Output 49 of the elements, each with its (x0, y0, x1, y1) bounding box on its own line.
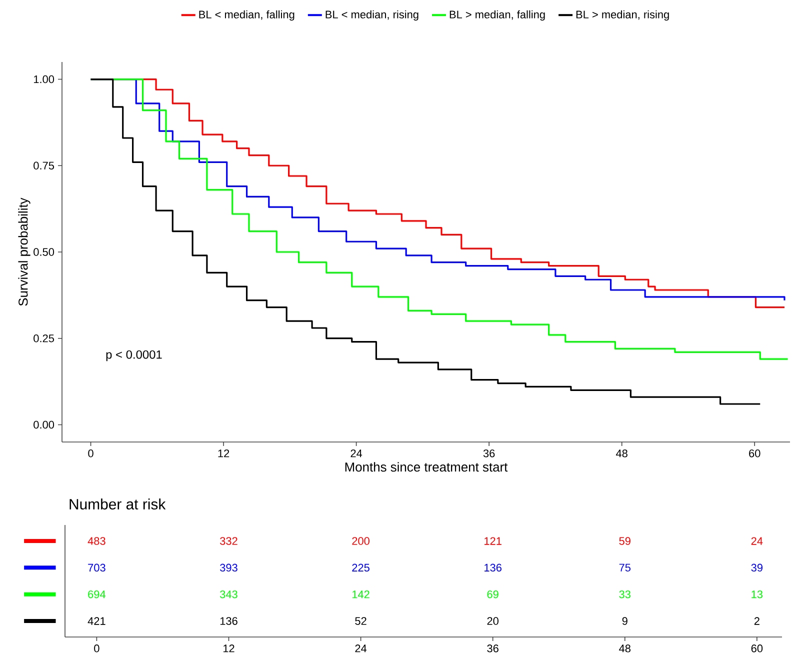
legend-label: BL < median, rising (326, 10, 418, 21)
x-tick-label: 36 (483, 450, 495, 458)
y-axis-title: Survival probability (18, 198, 30, 306)
data-label: 13 (752, 590, 763, 598)
data-label: 703 (88, 564, 106, 572)
data-label: 24 (751, 537, 763, 545)
y-tick-label: 0.00 (34, 420, 54, 429)
data-label: 421 (88, 617, 106, 625)
x-axis-title: Months since treatment start (345, 462, 508, 472)
data-label: 694 (88, 590, 106, 598)
y-tick-label: 1.00 (34, 75, 54, 84)
x-tick-label: 12 (223, 644, 234, 652)
data-label: 39 (751, 564, 762, 572)
y-tick-label: 0.25 (34, 334, 54, 342)
data-label: 52 (355, 617, 366, 625)
chart-title: Number at risk (70, 498, 166, 510)
data-label: 225 (352, 564, 370, 572)
data-label: 483 (88, 537, 106, 545)
x-tick-label: 0 (88, 450, 94, 458)
data-label: 20 (487, 617, 498, 625)
data-label: 142 (352, 590, 370, 598)
x-tick-label: 36 (487, 644, 498, 652)
data-label: 2 (754, 617, 760, 625)
data-label: 59 (619, 537, 630, 545)
x-tick-label: 12 (218, 450, 230, 458)
data-label: 136 (220, 617, 238, 625)
x-tick-label: 60 (749, 450, 760, 458)
x-tick-label: 48 (616, 450, 628, 458)
legend-label: BL > median, falling (450, 10, 545, 21)
x-tick-label: 0 (94, 644, 100, 652)
x-tick-label: 48 (619, 644, 630, 652)
data-label: 121 (484, 537, 502, 545)
data-label: 393 (220, 564, 238, 572)
annotation: p < 0.0001 (106, 350, 162, 362)
data-label: 33 (619, 590, 630, 598)
x-tick-label: 24 (350, 450, 362, 458)
legend-label: BL < median, falling (199, 10, 294, 21)
y-tick-label: 0.50 (34, 248, 54, 256)
data-label: 9 (622, 617, 628, 625)
data-label: 136 (484, 564, 502, 572)
data-label: 75 (619, 564, 630, 572)
legend-label: BL > median, rising (576, 10, 669, 21)
data-label: 200 (352, 537, 370, 545)
data-label: 343 (220, 590, 238, 598)
data-label: 69 (487, 590, 498, 598)
y-tick-label: 0.75 (34, 162, 54, 170)
data-label: 332 (220, 537, 238, 545)
x-tick-label: 60 (751, 644, 763, 652)
x-tick-label: 24 (355, 644, 367, 652)
